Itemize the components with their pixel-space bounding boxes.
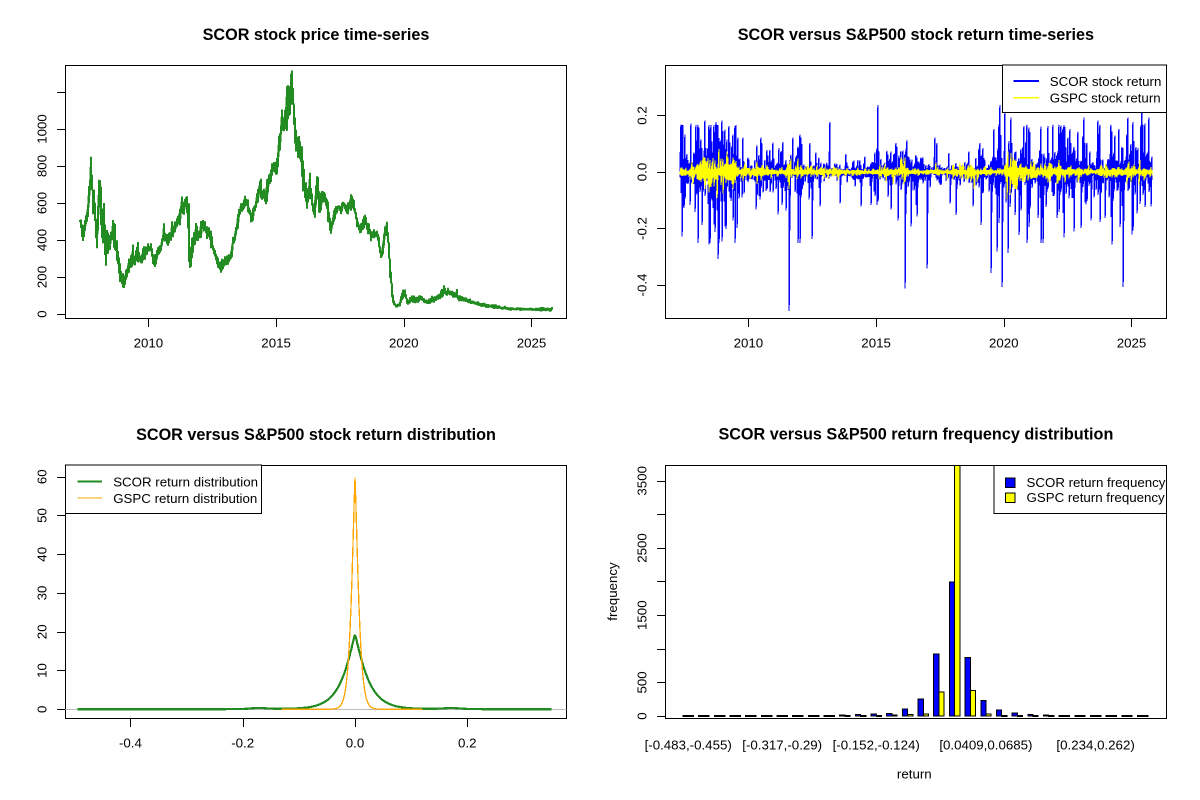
svg-text:2015: 2015 [861, 336, 891, 351]
svg-text:1500: 1500 [635, 600, 650, 630]
svg-text:SCOR versus S&P500 stock retur: SCOR versus S&P500 stock return time-ser… [738, 26, 1094, 44]
svg-text:50: 50 [35, 508, 50, 523]
svg-text:0: 0 [35, 706, 50, 713]
svg-text:0: 0 [635, 712, 650, 719]
svg-text:SCOR stock price time-series: SCOR stock price time-series [203, 26, 430, 44]
svg-text:GSPC return distribution: GSPC return distribution [113, 491, 257, 506]
svg-text:40: 40 [35, 547, 50, 562]
svg-text:200: 200 [35, 266, 50, 288]
svg-text:-0.4: -0.4 [119, 736, 142, 751]
svg-text:[-0.317,-0.29): [-0.317,-0.29) [742, 738, 822, 753]
svg-text:[-0.152,-0.124): [-0.152,-0.124) [833, 738, 920, 753]
svg-text:10: 10 [35, 663, 50, 678]
svg-text:[0.234,0.262): [0.234,0.262) [1056, 738, 1134, 753]
svg-text:400: 400 [35, 229, 50, 251]
svg-text:800: 800 [35, 155, 50, 177]
svg-text:[-0.483,-0.455): [-0.483,-0.455) [645, 738, 732, 753]
svg-text:20: 20 [35, 624, 50, 639]
svg-text:frequency: frequency [605, 562, 620, 621]
svg-text:-0.4: -0.4 [635, 274, 650, 297]
svg-text:2015: 2015 [261, 336, 291, 351]
svg-text:500: 500 [635, 671, 650, 693]
svg-text:GSPC return frequency: GSPC return frequency [1027, 490, 1166, 505]
svg-text:2010: 2010 [134, 336, 164, 351]
svg-text:30: 30 [35, 586, 50, 601]
svg-text:GSPC stock return: GSPC stock return [1050, 91, 1161, 106]
svg-text:SCOR stock return: SCOR stock return [1050, 74, 1162, 89]
svg-text:600: 600 [35, 192, 50, 214]
svg-text:-0.2: -0.2 [635, 217, 650, 240]
svg-text:2020: 2020 [989, 336, 1019, 351]
svg-text:SCOR return distribution: SCOR return distribution [113, 474, 258, 489]
svg-text:0.0: 0.0 [635, 163, 650, 182]
svg-text:return: return [897, 767, 932, 782]
svg-text:3500: 3500 [635, 466, 650, 496]
svg-text:[0.0409,0.0685): [0.0409,0.0685) [939, 738, 1032, 753]
svg-text:0.2: 0.2 [635, 106, 650, 125]
svg-text:2025: 2025 [517, 336, 547, 351]
svg-text:0.0: 0.0 [346, 736, 365, 751]
svg-text:60: 60 [35, 469, 50, 484]
svg-text:2025: 2025 [1117, 336, 1147, 351]
svg-text:SCOR return frequency: SCOR return frequency [1027, 475, 1166, 490]
svg-text:SCOR versus S&P500 return freq: SCOR versus S&P500 return frequency dist… [718, 426, 1113, 444]
svg-text:0: 0 [35, 310, 50, 317]
svg-text:1000: 1000 [35, 114, 50, 144]
svg-text:2500: 2500 [635, 533, 650, 563]
svg-text:-0.2: -0.2 [231, 736, 254, 751]
svg-text:2010: 2010 [734, 336, 764, 351]
svg-text:0.2: 0.2 [458, 736, 477, 751]
svg-text:2020: 2020 [389, 336, 419, 351]
svg-text:SCOR versus S&P500 stock retur: SCOR versus S&P500 stock return distribu… [136, 426, 496, 444]
